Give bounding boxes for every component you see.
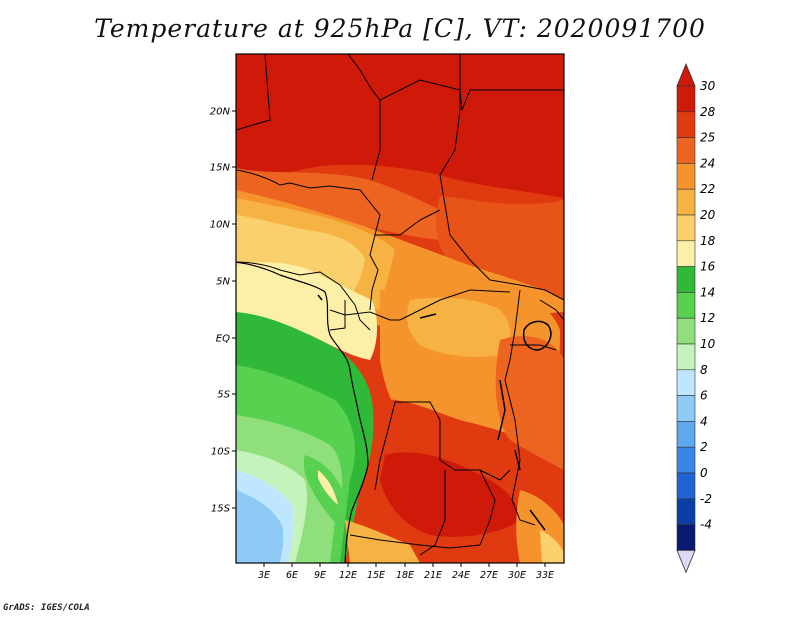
lon-label: 6E — [286, 570, 298, 581]
longitude-axis: 3E 6E 9E 12E 15E 18E 21E 24E 27E 30E 33E — [258, 563, 554, 581]
colorbar-swatch — [676, 85, 696, 113]
map-title: Temperature at 925hPa [C], VT: 202009170… — [94, 14, 706, 43]
colorbar-swatch — [676, 111, 696, 138]
coastline — [236, 261, 369, 563]
colorbar-label: 28 — [700, 105, 716, 119]
lon-label: 15E — [367, 570, 385, 581]
colorbar-label: 24 — [700, 156, 715, 170]
lon-label: 12E — [339, 570, 357, 581]
lat-label: 20N — [210, 107, 231, 118]
latitude-axis: 20N 15N 10N 5N EQ 5S 10S 15S — [210, 107, 236, 515]
temperature-field — [236, 54, 564, 563]
country-borders — [236, 54, 564, 556]
colorbar-swatch — [676, 343, 696, 371]
lat-label: 10S — [211, 447, 231, 458]
colorbar-label: 2 — [700, 440, 708, 454]
map-frame — [235, 53, 565, 564]
colorbar-label: -4 — [700, 518, 712, 532]
lon-label: 30E — [508, 570, 526, 581]
lon-label: 24E — [452, 570, 470, 581]
colorbar-label: 8 — [700, 363, 708, 377]
lat-label: 15S — [211, 504, 231, 515]
lakes — [317, 294, 552, 531]
lon-label: 33E — [536, 570, 554, 581]
lon-label: 3E — [258, 570, 270, 581]
colorbar-label: 20 — [700, 208, 716, 222]
colorbar-top-arrow — [676, 62, 696, 87]
lon-label: 18E — [396, 570, 414, 581]
colorbar-label: 10 — [700, 337, 716, 351]
colorbar-swatch — [676, 369, 696, 396]
colorbar-label: 14 — [700, 285, 715, 299]
lat-label: 15N — [210, 163, 231, 174]
colorbar-swatch — [676, 317, 696, 345]
colorbar-swatch — [676, 163, 696, 190]
lat-label: EQ — [216, 334, 230, 345]
colorbar-label: 12 — [700, 311, 715, 325]
colorbar-swatch — [676, 524, 696, 551]
colorbar-label: 0 — [700, 466, 708, 480]
lon-label: 21E — [424, 570, 442, 581]
colorbar-swatch — [676, 240, 696, 267]
colorbar-label: 4 — [700, 414, 708, 428]
colorbar-swatch — [676, 292, 696, 319]
colorbar-swatch — [676, 214, 696, 242]
colorbar-swatch — [676, 395, 696, 422]
colorbar-label: 25 — [700, 131, 715, 145]
colorbar-swatch — [676, 137, 696, 164]
colorbar-label: 30 — [700, 79, 716, 93]
colorbar-label: 6 — [700, 389, 708, 403]
colorbar-label: 16 — [700, 260, 716, 274]
colorbar-swatch — [676, 188, 696, 216]
colorbar-swatch — [676, 266, 696, 293]
colorbar-label: -2 — [700, 492, 712, 506]
lat-label: 5S — [217, 390, 230, 401]
grads-credit: GrADS: IGES/COLA — [3, 603, 90, 613]
colorbar-swatch — [676, 421, 696, 448]
colorbar-bottom-arrow — [676, 550, 696, 574]
lat-label: 5N — [216, 277, 230, 288]
colorbar-swatch — [676, 446, 696, 474]
lon-label: 9E — [314, 570, 326, 581]
lat-label: 10N — [210, 220, 231, 231]
colorbar-swatch — [676, 498, 696, 525]
colorbar-label: 18 — [700, 234, 716, 248]
colorbar-swatch — [676, 472, 696, 500]
colorbar-label: 22 — [700, 182, 715, 196]
lon-label: 27E — [480, 570, 498, 581]
